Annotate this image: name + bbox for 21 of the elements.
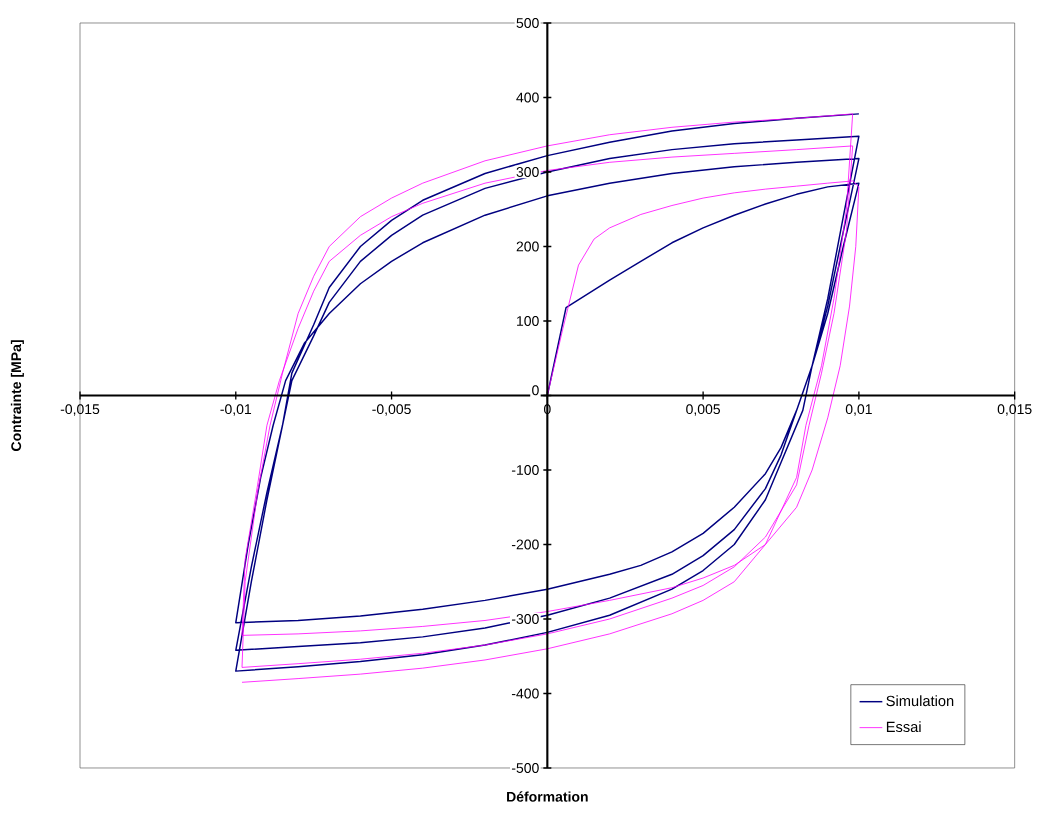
y-tick-label: 200 (516, 241, 539, 252)
y-tick-label: -100 (511, 465, 539, 475)
y-tick-label: -400 (511, 688, 539, 699)
y-tick-label: 300 (516, 167, 539, 177)
x-tick-label: 0,005 (686, 404, 721, 416)
y-tick-label: -300 (511, 614, 539, 624)
y-tick-label: 100 (517, 316, 539, 326)
x-tick-label: -0,005 (372, 404, 411, 416)
y-axis-title: Contrainte [MPa] (10, 340, 24, 451)
legend-label: Simulation (886, 695, 954, 707)
x-tick-label: 0,01 (845, 404, 872, 416)
y-tick-label: 500 (516, 18, 539, 28)
x-axis-title: Déformation (507, 791, 588, 802)
y-tick-label: -500 (511, 763, 539, 773)
y-tick-label: 0 (532, 385, 539, 396)
legend-label: Essai (886, 721, 921, 733)
x-tick-label: 0,015 (997, 404, 1032, 416)
x-tick-label: -0,015 (60, 404, 100, 416)
y-tick-label: -200 (511, 539, 539, 550)
x-tick-label: -0,01 (220, 404, 252, 416)
y-tick-label: 400 (516, 92, 539, 103)
